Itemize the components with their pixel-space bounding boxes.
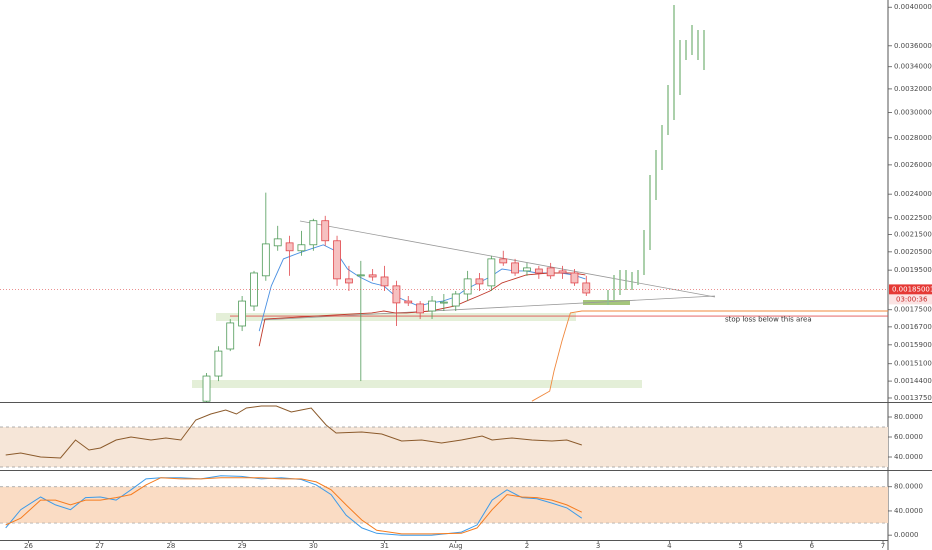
candle-body — [511, 262, 519, 274]
x-tick-label: 27 — [95, 542, 104, 550]
candle-body — [428, 300, 436, 312]
x-tick-label: 2 — [525, 542, 529, 550]
candle-body — [333, 240, 341, 280]
series-line — [5, 405, 582, 459]
candle-body — [582, 282, 591, 294]
series-line — [258, 244, 586, 332]
candle-body — [380, 276, 389, 287]
support-zone — [192, 380, 642, 388]
x-tick-label: 30 — [309, 542, 318, 550]
x-tick-label: 3 — [596, 542, 600, 550]
candle-body — [558, 270, 567, 274]
last-price-tag — [889, 284, 932, 295]
candle-body — [250, 272, 258, 307]
candle-body — [463, 278, 472, 295]
x-tick-label: 4 — [667, 542, 672, 550]
x-tick-label: Aug — [449, 542, 463, 550]
y-tick-label: 80.0000 — [894, 413, 923, 421]
x-tick-label: 29 — [238, 542, 247, 550]
x-tick-label: 6 — [810, 542, 815, 550]
price-projection — [607, 5, 705, 305]
support-zone — [216, 313, 576, 321]
series-line — [531, 310, 888, 402]
candle-body — [475, 278, 484, 285]
candle-body — [404, 300, 413, 304]
candle-body — [451, 293, 460, 307]
candle-body — [285, 242, 294, 252]
candle-body — [356, 274, 365, 277]
candle-body — [416, 303, 425, 314]
y-tick-label: 40.0000 — [894, 453, 923, 461]
x-tick-label: 31 — [380, 542, 389, 550]
x-tick-label: 28 — [166, 542, 175, 550]
last-price-label: 0.00185001 — [892, 285, 932, 293]
candle-body — [214, 350, 223, 377]
band — [0, 427, 888, 467]
trendline — [299, 220, 716, 298]
countdown-label: 03:00:36 — [896, 295, 928, 303]
y-tick-label: 40.0000 — [894, 507, 923, 515]
y-tick-label: 0.00137500 — [894, 394, 932, 402]
candle-body — [392, 285, 401, 304]
annotation: stop loss below this area — [725, 316, 812, 324]
countdown-tag — [889, 294, 932, 305]
candle-body — [570, 272, 579, 284]
candle-body — [261, 243, 270, 277]
candle-body — [273, 238, 282, 247]
band — [0, 486, 888, 524]
y-tick-label: 60.0000 — [894, 433, 923, 441]
candle-body — [321, 220, 330, 242]
x-tick-label: 5 — [738, 542, 742, 550]
candle-body — [523, 267, 531, 272]
candle-body — [546, 267, 555, 277]
candle-body — [439, 301, 448, 304]
candle-body — [534, 268, 543, 274]
x-tick-label: 7 — [881, 542, 885, 550]
candle-body — [487, 258, 496, 287]
y-tick-label: 0.0000 — [894, 531, 919, 539]
series-line — [5, 477, 583, 535]
candle-body — [297, 244, 306, 252]
candle-body — [226, 322, 235, 350]
candle-body — [368, 274, 377, 278]
x-tick-label: 26 — [24, 542, 33, 550]
candle-body — [202, 375, 211, 402]
y-tick-label: 80.0000 — [894, 483, 923, 491]
candle-body — [345, 278, 353, 284]
candle-body — [309, 220, 318, 246]
candle-body — [499, 258, 508, 264]
candle-body — [238, 300, 247, 327]
entry-zone — [583, 300, 630, 305]
